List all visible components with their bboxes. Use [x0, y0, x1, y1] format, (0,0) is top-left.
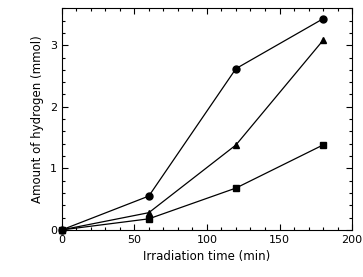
X-axis label: Irradiation time (min): Irradiation time (min) [143, 250, 270, 263]
Y-axis label: Amount of hydrogen (mmol): Amount of hydrogen (mmol) [31, 35, 44, 203]
